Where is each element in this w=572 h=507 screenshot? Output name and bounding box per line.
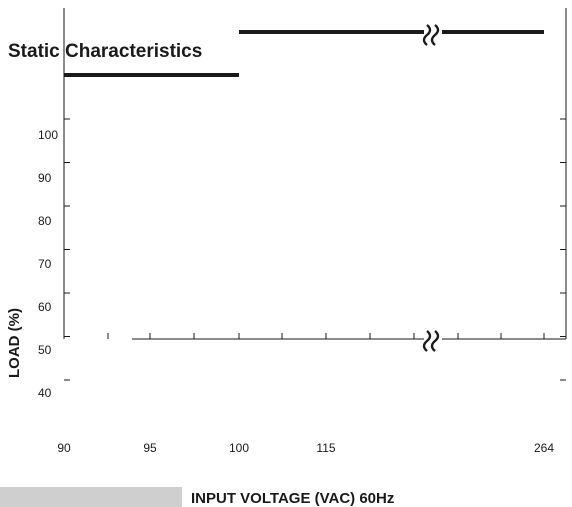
y-tick-label: 60 bbox=[38, 300, 52, 314]
x-tick-label: 100 bbox=[229, 441, 249, 455]
tick-marks bbox=[64, 118, 566, 381]
series-layer bbox=[64, 30, 544, 77]
y-tick-label: 40 bbox=[38, 386, 52, 400]
axes bbox=[63, 8, 567, 340]
x-tick-label: 264 bbox=[534, 441, 554, 455]
x-axis-label: INPUT VOLTAGE (VAC) 60Hz bbox=[191, 490, 394, 507]
y-tick-label: 50 bbox=[38, 343, 52, 357]
y-tick-label: 80 bbox=[38, 214, 52, 228]
y-tick-label: 100 bbox=[38, 128, 58, 142]
x-tick-label: 95 bbox=[143, 441, 157, 455]
axis-break-mark-x-axis bbox=[422, 330, 442, 352]
axis-break-mark-top bbox=[422, 24, 442, 46]
tick-labels: 40 50 60 70 80 90 100 90 95 100 115 264 bbox=[38, 128, 554, 455]
y-axis-label: LOAD (%) bbox=[6, 308, 23, 378]
x-tick-label: 90 bbox=[57, 441, 71, 455]
x-tick-label: 115 bbox=[316, 441, 335, 455]
chart-title: Static Characteristics bbox=[8, 41, 202, 62]
legend-swatch-bar bbox=[0, 487, 182, 507]
axis-break-marks bbox=[422, 24, 442, 352]
y-tick-label: 90 bbox=[38, 171, 52, 185]
y-tick-label: 70 bbox=[38, 257, 52, 271]
